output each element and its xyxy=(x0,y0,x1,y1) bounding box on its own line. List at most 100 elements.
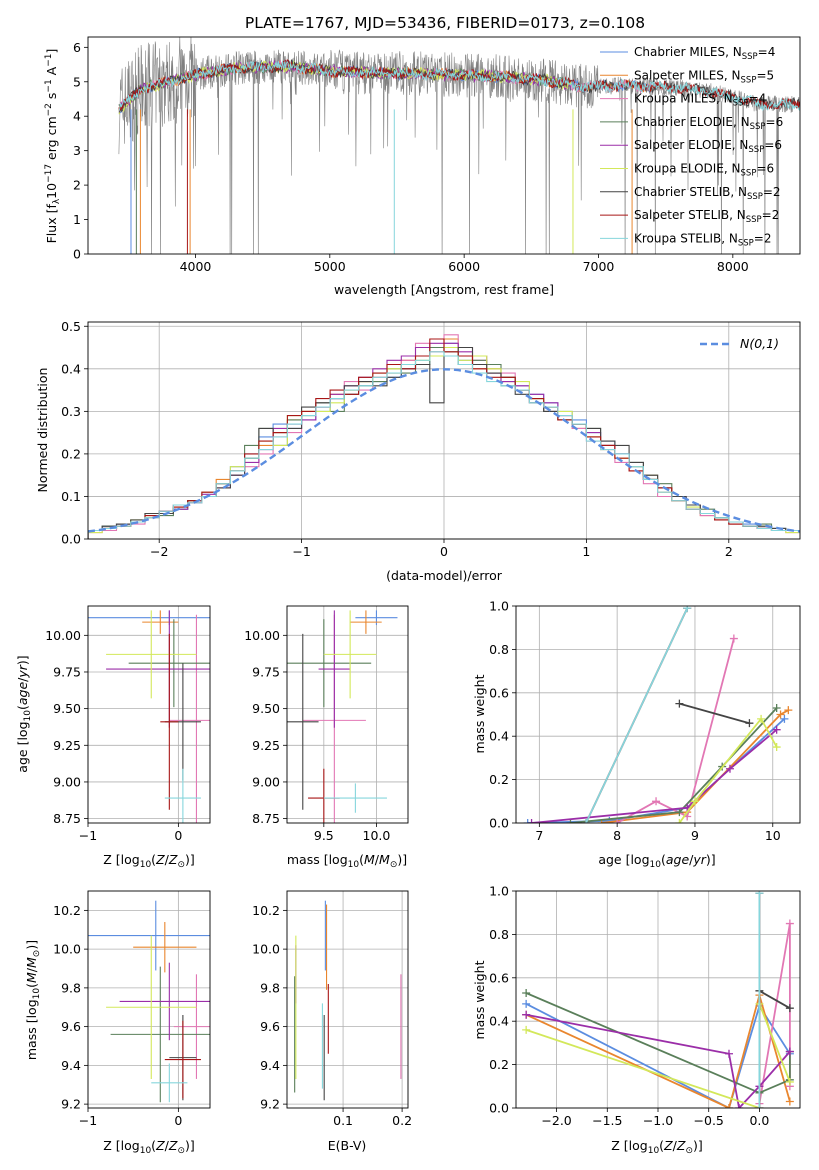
weight-marker xyxy=(652,797,661,806)
x-tick-label: −1.0 xyxy=(643,1113,673,1128)
y-tick-label: 0.6 xyxy=(489,970,509,985)
y-tick-label: 0.8 xyxy=(489,927,509,942)
x-tick-label: −2 xyxy=(150,544,168,559)
x-axis-label: Z [log10(Z/Z⊙)] xyxy=(611,1138,703,1156)
label-part: −2 xyxy=(44,103,54,116)
x-axis-label: Z [log10(Z/Z⊙)] xyxy=(103,852,195,870)
label-part: )] xyxy=(185,1138,195,1153)
x-tick-label: 6000 xyxy=(448,259,480,274)
x-axis-label: E(B-V) xyxy=(328,1138,367,1153)
weight-line xyxy=(525,991,791,1108)
x-axis-label: wavelength [Angstrom, rest frame] xyxy=(334,282,554,297)
weight-marker xyxy=(566,819,575,823)
label-part: mass [log xyxy=(287,852,348,867)
y-tick-label: 0.2 xyxy=(61,446,81,461)
y-axis-label: mass weight xyxy=(472,674,487,753)
legend-value: =2 xyxy=(762,208,780,222)
y-tick-label: 0.0 xyxy=(489,816,509,831)
label-part: Z xyxy=(676,1138,686,1153)
y-tick-label: 5 xyxy=(73,74,81,89)
y-tick-label: 0.3 xyxy=(61,404,81,419)
label-part: ( xyxy=(661,852,666,867)
x-tick-label: 0.0 xyxy=(749,1113,769,1128)
legend-label: Salpeter ELODIE, NSSP=6 xyxy=(634,138,782,155)
weight-marker xyxy=(725,1104,733,1108)
legend-value: =4 xyxy=(749,92,767,106)
y-tick-label: 8.75 xyxy=(252,811,280,826)
weight-line xyxy=(601,709,789,823)
plot-area xyxy=(88,334,800,539)
weight-line xyxy=(527,718,786,823)
y-tick-label: 10.00 xyxy=(244,628,280,643)
label-part: age xyxy=(15,682,30,706)
weight-marker xyxy=(675,808,684,817)
weight-marker xyxy=(522,1025,531,1034)
legend-text: Kroupa STELIB, N xyxy=(634,231,738,245)
weight-marker xyxy=(690,797,699,806)
y-axis-label: mass [log10(M/M⊙)] xyxy=(24,940,42,1060)
label-part: ⊙ xyxy=(177,860,185,870)
x-tick-label: 8 xyxy=(613,828,621,843)
weight-marker xyxy=(757,714,766,723)
y-tick-label: 0.6 xyxy=(489,685,509,700)
weight-line xyxy=(585,607,689,823)
legend-label: Salpeter STELIB, NSSP=2 xyxy=(634,208,779,225)
label-part: ⊙ xyxy=(390,860,398,870)
label-part: 10 xyxy=(32,988,42,1000)
label-part: A xyxy=(44,66,59,79)
y-tick-label: 0.5 xyxy=(61,319,81,334)
label-part: / xyxy=(375,852,380,867)
y-tick-label: 0.8 xyxy=(489,642,509,657)
plot-area xyxy=(88,610,210,823)
label-part: ( xyxy=(15,705,30,710)
y-tick-label: 0.0 xyxy=(61,532,81,547)
legend-sub: SSP xyxy=(748,145,764,155)
legend-text: Chabrier STELIB, N xyxy=(634,185,747,199)
y-tick-label: 0 xyxy=(73,247,81,262)
y-tick-label: 10.00 xyxy=(45,628,81,643)
label-part: mass [log xyxy=(24,999,39,1060)
label-part: )] xyxy=(185,852,195,867)
legend-label: N(0,1) xyxy=(740,336,779,351)
x-tick-label: 0.1 xyxy=(333,1113,353,1128)
x-tick-label: 4000 xyxy=(180,259,212,274)
y-tick-label: 6 xyxy=(73,40,81,55)
label-part: −1 xyxy=(44,79,54,92)
label-part: 10 xyxy=(140,860,152,870)
axes-frame xyxy=(286,605,409,824)
weight-marker xyxy=(776,710,785,719)
label-part: )] xyxy=(15,655,30,665)
panel-age_vs_mass: 9.5 10.0 8.75 9.00 9.25 9.50 9.75 10.00 mass [lo… xyxy=(244,605,409,870)
weight-marker xyxy=(772,725,781,734)
weight-marker xyxy=(522,999,531,1008)
weight-line xyxy=(525,992,791,1094)
y-axis-label: Normed distribution xyxy=(35,368,50,493)
label-part: ( xyxy=(24,983,39,988)
y-tick-label: 9.50 xyxy=(252,701,280,716)
y-axis-label: Flux [fλ10−17 erg cm−2 s−1 A−1] xyxy=(44,49,62,244)
label-part: −1 xyxy=(44,54,54,67)
legend-label: Chabrier MILES, NSSP=4 xyxy=(634,45,775,62)
x-tick-label: −1 xyxy=(292,544,310,559)
label-part: Z [log xyxy=(103,1138,139,1153)
label-part: M xyxy=(379,852,390,867)
label-part: yr xyxy=(692,852,706,867)
x-tick-label: 8000 xyxy=(717,259,749,274)
weight-marker xyxy=(785,919,794,928)
label-part: / xyxy=(15,677,30,682)
x-tick-label: 9 xyxy=(691,828,699,843)
label-part: age xyxy=(666,852,690,867)
y-tick-label: 1 xyxy=(73,212,81,227)
label-part: age [log xyxy=(598,852,649,867)
label-part: / xyxy=(165,1138,170,1153)
weight-marker xyxy=(785,1077,794,1086)
label-part: s xyxy=(44,93,59,104)
weight-line xyxy=(525,1013,791,1108)
label-part: ( xyxy=(659,1138,664,1153)
legend-value: =6 xyxy=(756,162,774,176)
y-tick-label: 3 xyxy=(73,143,81,158)
label-part: ( xyxy=(151,1138,156,1153)
legend-sub: SSP xyxy=(746,215,762,225)
